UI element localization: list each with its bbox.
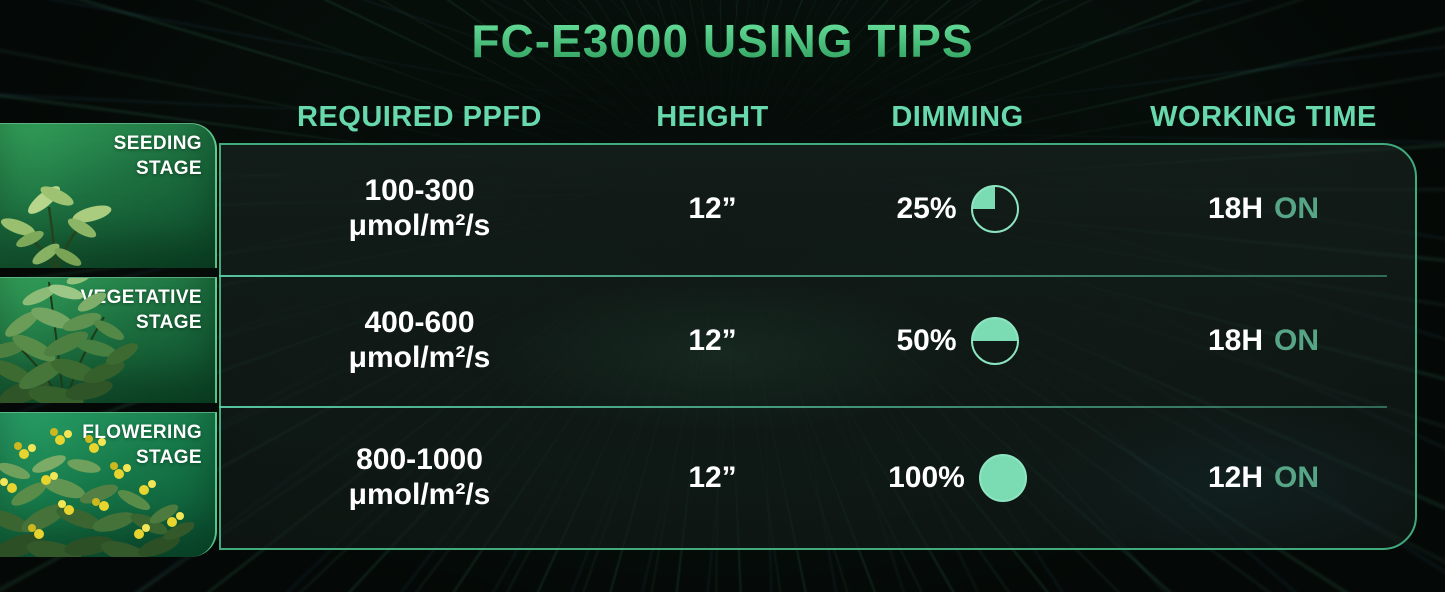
dimming-pie-icon xyxy=(978,454,1027,502)
working-hours: 12H xyxy=(1207,461,1264,494)
dimming-pie-icon xyxy=(970,316,1019,365)
column-header-height: HEIGHT xyxy=(656,100,769,133)
seedling-plant-image xyxy=(0,186,112,268)
yellow-flowers xyxy=(0,428,184,539)
stage-label: VEGETATIVE STAGE xyxy=(80,285,202,335)
height-cell-flowering: 12” xyxy=(620,406,805,550)
table-header-row: REQUIRED PPFD HEIGHT DIMMING WORKING TIM… xyxy=(219,94,1417,140)
dimming-pie-icon xyxy=(970,185,1019,233)
stage-name: SEEDING xyxy=(113,133,202,154)
dimming-cell-flowering: 100% xyxy=(805,406,1110,550)
dimming-value: 50% xyxy=(896,323,957,357)
working-state: ON xyxy=(1274,323,1320,357)
working-state: ON xyxy=(1274,192,1320,225)
ppfd-unit: μmol/m²/s xyxy=(348,209,491,242)
dimming-cell-vegetative: 50% xyxy=(805,275,1110,406)
dimming-value: 100% xyxy=(888,461,965,494)
stage-card-flowering: FLOWERING STAGE xyxy=(0,412,217,557)
row-divider xyxy=(219,406,1387,408)
height-value: 12” xyxy=(688,323,737,357)
ppfd-cell-seeding: 100-300 μmol/m²/s xyxy=(219,143,620,275)
height-value: 12” xyxy=(688,461,737,494)
working-state: ON xyxy=(1274,461,1320,494)
stage-word: STAGE xyxy=(135,312,202,334)
stage-name: VEGETATIVE xyxy=(80,287,202,308)
working-time-cell-seeding: 18H ON xyxy=(1110,143,1417,275)
page-title: FC-E3000 USING TIPS xyxy=(0,14,1445,68)
column-header-working-time: WORKING TIME xyxy=(1150,100,1377,133)
table-body: 100-300 μmol/m²/s 12” 25% 18H ON 400-600… xyxy=(219,143,1417,550)
ppfd-cell-vegetative: 400-600 μmol/m²/s xyxy=(219,275,620,406)
ppfd-cell-flowering: 800-1000 μmol/m²/s xyxy=(219,406,620,550)
dimming-cell-seeding: 25% xyxy=(805,143,1110,275)
ppfd-unit: μmol/m²/s xyxy=(348,478,491,511)
ppfd-range: 100-300 xyxy=(364,174,475,208)
dimming-value: 25% xyxy=(896,192,957,225)
ppfd-range: 400-600 xyxy=(364,305,475,339)
stage-word: STAGE xyxy=(135,447,202,469)
stage-name: FLOWERING xyxy=(82,422,202,443)
ppfd-unit: μmol/m²/s xyxy=(348,340,491,374)
column-header-required-ppfd: REQUIRED PPFD xyxy=(297,100,542,133)
height-cell-seeding: 12” xyxy=(620,143,805,275)
table-panel xyxy=(219,143,1417,550)
height-cell-vegetative: 12” xyxy=(620,275,805,406)
working-time-cell-vegetative: 18H ON xyxy=(1110,275,1417,406)
column-header-dimming: DIMMING xyxy=(891,100,1024,133)
stage-label: FLOWERING STAGE xyxy=(82,420,202,470)
vegetative-plant-image xyxy=(0,278,138,403)
stage-word: STAGE xyxy=(135,158,202,180)
stage-label: SEEDING STAGE xyxy=(114,131,202,181)
stage-card-vegetative: VEGETATIVE STAGE xyxy=(0,277,217,403)
working-hours: 18H xyxy=(1207,323,1264,357)
working-hours: 18H xyxy=(1207,192,1264,225)
height-value: 12” xyxy=(688,192,737,225)
stage-card-seeding: SEEDING STAGE xyxy=(0,123,217,268)
flowering-plant-image xyxy=(0,428,194,557)
row-divider xyxy=(219,275,1387,277)
working-time-cell-flowering: 12H ON xyxy=(1110,406,1417,550)
ppfd-range: 800-1000 xyxy=(356,443,483,477)
